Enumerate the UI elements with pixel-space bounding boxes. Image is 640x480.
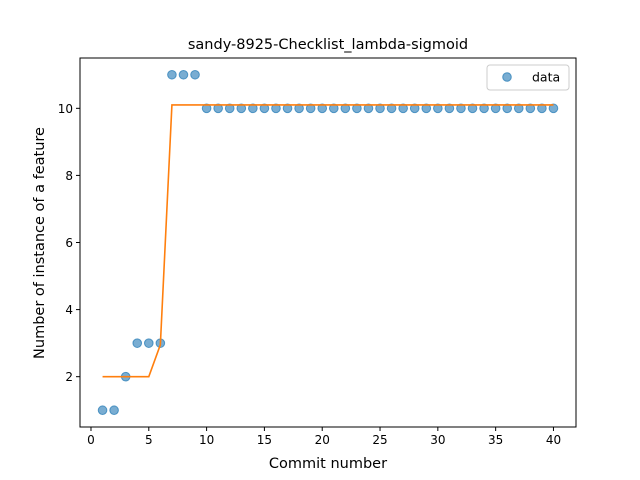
x-axis: 0 5 10 15 20 25 30 35 40: [87, 427, 561, 447]
data-point: [317, 103, 328, 114]
y-tick-label: 8: [65, 169, 73, 183]
data-point: [375, 103, 385, 114]
x-tick-label: 20: [315, 433, 330, 447]
y-tick-label: 2: [65, 370, 73, 384]
data-point: [537, 103, 547, 114]
data-point: [224, 103, 235, 114]
data-point: [340, 103, 351, 114]
x-tick-label: 35: [488, 433, 503, 447]
legend-marker: [502, 72, 512, 82]
data-point: [236, 103, 247, 114]
data-point: [132, 338, 143, 348]
data-point: [444, 103, 455, 114]
data-point: [248, 103, 258, 114]
data-point: [502, 103, 513, 114]
x-axis-label: Commit number: [269, 456, 387, 472]
x-tick-label: 10: [199, 433, 214, 447]
data-point: [352, 103, 362, 114]
data-point: [421, 103, 432, 114]
data-point: [282, 103, 293, 114]
data-point: [305, 103, 316, 114]
data-point: [363, 103, 374, 114]
y-axis: 2 4 6 8 10: [58, 102, 80, 384]
data-point: [109, 405, 119, 416]
data-point: [490, 103, 501, 114]
data-point: [178, 69, 189, 80]
data-point: [548, 103, 559, 114]
data-point: [479, 103, 489, 114]
plot-area: [97, 69, 559, 416]
data-point: [271, 103, 281, 114]
legend-label: data: [532, 70, 560, 85]
data-point: [201, 103, 212, 114]
legend-box: [486, 64, 570, 91]
x-tick-label: 40: [546, 433, 561, 447]
data-point: [467, 103, 478, 114]
data-point: [386, 103, 397, 114]
data-point: [328, 103, 339, 114]
data-point: [190, 69, 200, 80]
x-tick-label: 5: [145, 433, 153, 447]
data-point: [525, 103, 536, 114]
data-point: [456, 103, 466, 114]
data-point: [433, 103, 443, 114]
plot-frame: [79, 57, 577, 428]
x-tick-label: 30: [430, 433, 445, 447]
chart-title: sandy-8925-Checklist_lambda-sigmoid: [188, 37, 468, 53]
y-axis-label: Number of instance of a feature: [32, 127, 48, 359]
data-point: [294, 103, 304, 114]
data-point: [513, 103, 524, 114]
x-tick-label: 0: [87, 433, 95, 447]
legend: data: [486, 64, 570, 91]
x-tick-label: 25: [372, 433, 387, 447]
data-point: [398, 103, 408, 114]
data-point: [97, 405, 108, 416]
y-tick-label: 4: [65, 303, 73, 317]
data-point: [409, 103, 420, 114]
data-point: [143, 338, 154, 348]
fit-line: [102, 104, 554, 378]
data-point: [259, 103, 270, 114]
data-point: [167, 69, 177, 80]
y-tick-label: 6: [65, 236, 73, 250]
y-tick-label: 10: [58, 102, 73, 116]
data-point: [213, 103, 223, 114]
x-tick-label: 15: [257, 433, 272, 447]
